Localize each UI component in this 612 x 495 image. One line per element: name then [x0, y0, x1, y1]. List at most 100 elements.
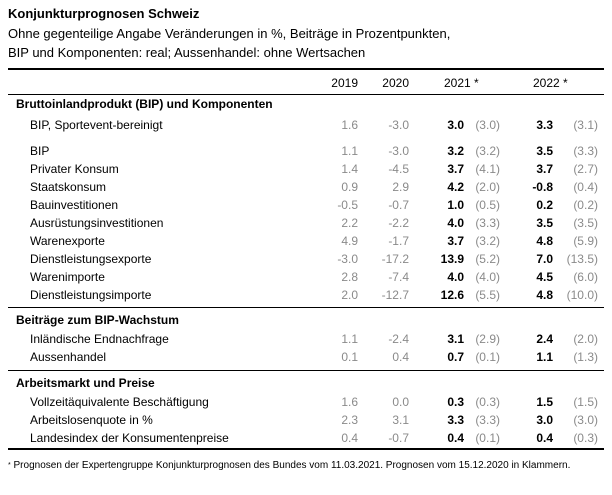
previous-forecast-2022: (3.1): [573, 118, 598, 132]
value-2022: 3.7: [536, 162, 553, 176]
value-2020: -12.7: [381, 288, 409, 302]
value-2021: 3.1: [447, 332, 464, 346]
table-row-label: Ausrüstungsinvestitionen: [30, 216, 164, 230]
table-row-label: Dienstleistungsexporte: [30, 252, 152, 266]
value-2020: -3.0: [388, 144, 409, 158]
previous-forecast-2021: (3.2): [475, 234, 500, 248]
previous-forecast-2022: (0.4): [573, 180, 598, 194]
section-divider-2: [8, 370, 604, 371]
value-2022: 3.3: [536, 118, 553, 132]
table-row-label: Vollzeitäquivalente Beschäftigung: [30, 395, 209, 409]
value-2019: 1.4: [341, 162, 358, 176]
section-heading-bip: Bruttoinlandprodukt (BIP) und Komponente…: [16, 97, 273, 111]
value-2022: 4.5: [536, 270, 553, 284]
table-row-label: Privater Konsum: [30, 162, 119, 176]
value-2022: 3.5: [536, 216, 553, 230]
previous-forecast-2022: (2.0): [573, 332, 598, 346]
value-2022: 3.5: [536, 144, 553, 158]
section-heading-arbeitsmarkt: Arbeitsmarkt und Preise: [16, 376, 155, 390]
value-2021: 3.0: [447, 118, 464, 132]
previous-forecast-2021: (0.1): [475, 431, 500, 445]
value-2019: 4.9: [341, 234, 358, 248]
table-row-label: Arbeitslosenquote in %: [30, 413, 153, 427]
previous-forecast-2021: (2.0): [475, 180, 500, 194]
value-2022: 0.2: [536, 198, 553, 212]
header-top-rule: [8, 68, 604, 70]
table-bottom-rule: [8, 448, 604, 450]
value-2019: 1.6: [341, 395, 358, 409]
value-2022: -0.8: [532, 180, 553, 194]
previous-forecast-2022: (3.5): [573, 216, 598, 230]
table-row-label: Landesindex der Konsumentenpreise: [30, 431, 229, 445]
value-2019: -0.5: [337, 198, 358, 212]
table-row-label: Dienstleistungsimporte: [30, 288, 152, 302]
value-2022: 1.1: [536, 350, 553, 364]
value-2020: -4.5: [388, 162, 409, 176]
value-2021: 3.7: [447, 162, 464, 176]
value-2020: -0.7: [388, 431, 409, 445]
previous-forecast-2021: (4.1): [475, 162, 500, 176]
table-row-label: Warenimporte: [30, 270, 105, 284]
previous-forecast-2022: (0.3): [573, 431, 598, 445]
value-2020: -2.4: [388, 332, 409, 346]
section-heading-beitraege: Beiträge zum BIP-Wachstum: [16, 313, 179, 327]
previous-forecast-2021: (5.2): [475, 252, 500, 266]
previous-forecast-2022: (13.5): [566, 252, 598, 266]
value-2019: 2.3: [341, 413, 358, 427]
value-2020: -2.2: [388, 216, 409, 230]
value-2020: 0.0: [392, 395, 409, 409]
value-2020: -17.2: [381, 252, 409, 266]
value-2021: 1.0: [447, 198, 464, 212]
value-2021: 4.0: [447, 270, 464, 284]
previous-forecast-2022: (2.7): [573, 162, 598, 176]
column-header-2020: 2020: [382, 76, 409, 90]
previous-forecast-2022: (6.0): [573, 270, 598, 284]
value-2022: 0.4: [536, 431, 553, 445]
value-2022: 4.8: [536, 234, 553, 248]
value-2021: 3.3: [447, 413, 464, 427]
value-2020: -7.4: [388, 270, 409, 284]
previous-forecast-2022: (3.0): [573, 413, 598, 427]
previous-forecast-2021: (5.5): [475, 288, 500, 302]
value-2020: -3.0: [388, 118, 409, 132]
value-2019: 0.1: [341, 350, 358, 364]
previous-forecast-2021: (0.5): [475, 198, 500, 212]
value-2020: -0.7: [388, 198, 409, 212]
column-header-2022: 2022 *: [533, 76, 568, 90]
previous-forecast-2022: (10.0): [566, 288, 598, 302]
previous-forecast-2021: (0.1): [475, 350, 500, 364]
table-row-label: Bauinvestitionen: [30, 198, 119, 212]
value-2022: 4.8: [536, 288, 553, 302]
value-2021: 12.6: [440, 288, 464, 302]
previous-forecast-2021: (3.3): [475, 413, 500, 427]
value-2021: 0.3: [447, 395, 464, 409]
table-row-label: Staatskonsum: [30, 180, 107, 194]
previous-forecast-2022: (1.5): [573, 395, 598, 409]
value-2020: -1.7: [388, 234, 409, 248]
previous-forecast-2021: (3.2): [475, 144, 500, 158]
value-2022: 2.4: [536, 332, 553, 346]
previous-forecast-2022: (5.9): [573, 234, 598, 248]
previous-forecast-2021: (3.3): [475, 216, 500, 230]
value-2019: 1.1: [341, 144, 358, 158]
previous-forecast-2022: (3.3): [573, 144, 598, 158]
value-2020: 0.4: [392, 350, 409, 364]
header-bottom-rule: [8, 94, 604, 95]
value-2022: 7.0: [536, 252, 553, 266]
table-subtitle-line-1: Ohne gegenteilige Angabe Veränderungen i…: [8, 26, 451, 41]
column-header-2019: 2019: [331, 76, 358, 90]
previous-forecast-2021: (3.0): [475, 118, 500, 132]
previous-forecast-2021: (4.0): [475, 270, 500, 284]
previous-forecast-2021: (0.3): [475, 395, 500, 409]
value-2020: 2.9: [392, 180, 409, 194]
value-2021: 3.7: [447, 234, 464, 248]
value-2019: 2.8: [341, 270, 358, 284]
value-2022: 1.5: [536, 395, 553, 409]
value-2021: 4.2: [447, 180, 464, 194]
table-row-label: BIP: [30, 144, 50, 158]
footnote: * Prognosen der Expertengruppe Konjunktu…: [8, 459, 604, 472]
table-title: Konjunkturprognosen Schweiz: [8, 6, 200, 21]
value-2019: 2.0: [341, 288, 358, 302]
previous-forecast-2022: (0.2): [573, 198, 598, 212]
table-row-label: BIP, Sportevent-bereinigt: [30, 118, 163, 132]
